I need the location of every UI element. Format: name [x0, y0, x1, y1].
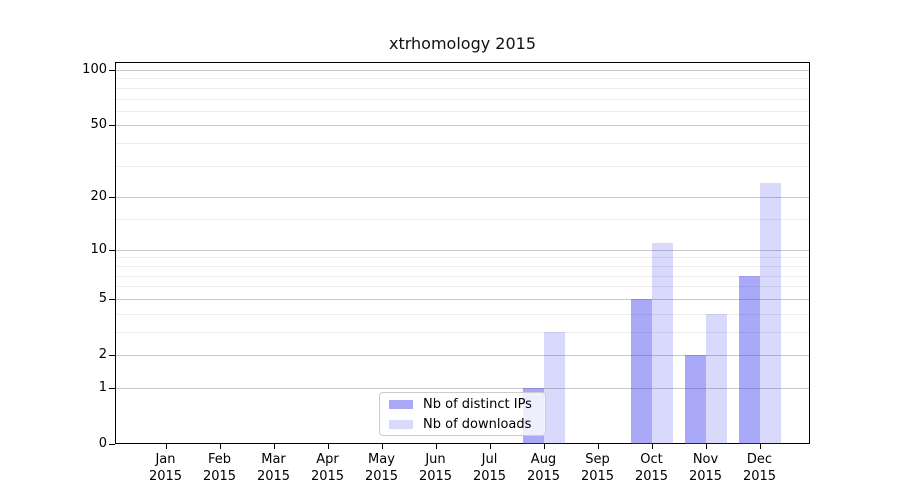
- gridline-minor-60: [116, 110, 809, 112]
- bar-distinct-ips-nov: [684, 355, 706, 444]
- x-tick-label-may: May 2015: [364, 452, 399, 484]
- gridline-major-100: [116, 70, 809, 71]
- chart-title: xtrhomology 2015: [388, 34, 536, 53]
- x-tick-mark-nov: [705, 444, 707, 449]
- gridline-minor-15: [116, 219, 809, 221]
- gridline-minor-30: [116, 165, 809, 167]
- y-tick-mark-0: [109, 444, 115, 445]
- legend: Nb of distinct IPs Nb of downloads: [379, 392, 546, 436]
- x-tick-label-jan: Jan 2015: [148, 452, 183, 484]
- legend-swatch-downloads: [389, 419, 413, 429]
- y-tick-mark-5: [109, 298, 115, 300]
- plot-area: [115, 62, 810, 444]
- y-tick-mark-1: [109, 387, 115, 389]
- y-tick-mark-10: [109, 249, 115, 251]
- gridline-major-1: [116, 387, 809, 389]
- x-tick-mark-jul: [489, 444, 491, 449]
- gridline-minor-6: [116, 286, 809, 288]
- y-tick-label-50: 50: [90, 117, 107, 133]
- y-tick-mark-2: [109, 355, 115, 356]
- x-tick-label-oct: Oct 2015: [634, 452, 669, 484]
- x-tick-label-mar: Mar 2015: [256, 452, 291, 484]
- x-tick-label-nov: Nov 2015: [688, 452, 723, 484]
- y-tick-mark-100: [109, 70, 115, 71]
- y-tick-mark-20: [109, 197, 115, 199]
- gridline-minor-9: [116, 257, 809, 259]
- x-tick-mark-jun: [435, 444, 437, 449]
- legend-item-downloads: Nb of downloads: [389, 415, 536, 433]
- x-tick-label-feb: Feb 2015: [202, 452, 237, 484]
- gridline-minor-70: [116, 98, 809, 100]
- legend-label: Nb of distinct IPs: [423, 396, 532, 412]
- gridline-major-2: [116, 355, 809, 356]
- y-tick-label-100: 100: [82, 62, 107, 77]
- gridline-minor-7: [116, 275, 809, 277]
- x-tick-mark-sep: [597, 444, 599, 449]
- bar-distinct-ips-dec: [738, 275, 760, 444]
- bar-downloads-aug: [543, 331, 565, 444]
- x-tick-label-jul: Jul 2015: [472, 452, 507, 484]
- legend-label: Nb of downloads: [423, 416, 532, 432]
- x-tick-mark-jan: [165, 444, 167, 449]
- y-tick-label-2: 2: [98, 347, 107, 362]
- y-tick-label-0: 0: [98, 436, 107, 451]
- x-tick-mark-feb: [219, 444, 221, 449]
- gridline-minor-90: [116, 78, 809, 80]
- gridline-minor-40: [116, 143, 809, 145]
- x-tick-mark-mar: [273, 444, 275, 449]
- gridline-major-5: [116, 298, 809, 300]
- x-tick-mark-dec: [759, 444, 761, 449]
- gridline-major-50: [116, 125, 809, 127]
- x-tick-label-apr: Apr 2015: [310, 452, 345, 484]
- bar-downloads-oct: [651, 242, 673, 444]
- x-tick-label-sep: Sep 2015: [580, 452, 615, 484]
- y-tick-label-20: 20: [90, 189, 107, 205]
- x-tick-mark-aug: [543, 444, 545, 449]
- y-tick-label-10: 10: [90, 241, 107, 257]
- y-tick-mark-50: [109, 125, 115, 127]
- x-tick-label-aug: Aug 2015: [526, 452, 561, 484]
- gridline-minor-3: [116, 331, 809, 333]
- gridline-minor-80: [116, 87, 809, 89]
- x-tick-mark-may: [381, 444, 383, 449]
- gridline-major-20: [116, 197, 809, 199]
- x-tick-mark-oct: [651, 444, 653, 449]
- y-tick-label-1: 1: [98, 379, 107, 395]
- y-tick-label-5: 5: [98, 290, 107, 306]
- gridline-major-10: [116, 249, 809, 251]
- x-tick-label-jun: Jun 2015: [418, 452, 453, 484]
- bar-downloads-dec: [759, 183, 781, 444]
- x-tick-mark-apr: [327, 444, 329, 449]
- legend-swatch-distinct-ips: [389, 399, 413, 409]
- gridline-minor-4: [116, 313, 809, 315]
- gridline-minor-8: [116, 265, 809, 267]
- bar-distinct-ips-oct: [630, 298, 652, 444]
- legend-item-distinct-ips: Nb of distinct IPs: [389, 395, 536, 413]
- x-tick-label-dec: Dec 2015: [742, 452, 777, 484]
- bar-downloads-nov: [705, 313, 727, 444]
